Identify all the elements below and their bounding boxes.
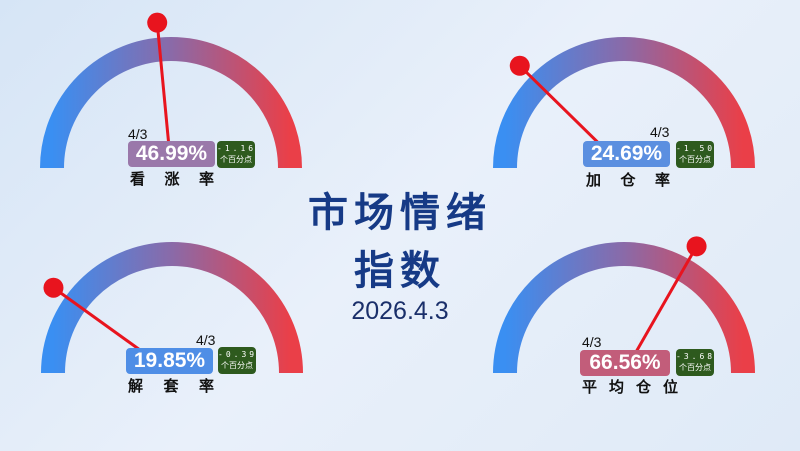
gauge-date: 4/3 [196, 332, 216, 348]
gauge-needle-tip [686, 236, 707, 257]
page-title-line2: 指数 [354, 248, 446, 294]
gauge-change: -1.50 个百分点 [676, 141, 714, 168]
gauge-change: -0.39 个百分点 [218, 347, 256, 374]
gauge-value: 19.85% [126, 348, 213, 374]
change-value: -0.39 [218, 350, 258, 359]
gauge-value: 24.69% [583, 141, 670, 167]
gauge-label: 看涨率 [130, 170, 214, 188]
change-value: -3.68 [676, 352, 716, 361]
gauge-arc [493, 242, 755, 374]
gauge-needle-tip [147, 12, 168, 33]
report-date: 2026.4.3 [351, 297, 449, 325]
change-unit: 个百分点 [221, 361, 253, 370]
change-unit: 个百分点 [679, 363, 711, 372]
gauge-needle [518, 64, 608, 153]
gauge-needle-tip [43, 277, 64, 298]
change-value: -1.50 [676, 144, 716, 153]
gauge-arc [493, 37, 755, 169]
gauge-date: 4/3 [582, 334, 602, 350]
gauge-value: 46.99% [128, 141, 215, 167]
gauge-arc [40, 37, 302, 169]
gauge-label: 解套率 [128, 377, 214, 395]
gauge-label: 平均仓位 [582, 378, 678, 396]
gauge-label: 加仓率 [586, 171, 670, 189]
gauge-date: 4/3 [128, 126, 148, 142]
page-title: 市场情绪 [308, 190, 492, 236]
change-unit: 个百分点 [220, 155, 252, 164]
gauge-date: 4/3 [650, 124, 670, 140]
gauge-change: -3.68 个百分点 [676, 349, 714, 376]
gauge-needle-tip [509, 55, 530, 76]
change-unit: 个百分点 [679, 155, 711, 164]
gauge-change: -1.16 个百分点 [217, 141, 255, 168]
change-value: -1.16 [217, 144, 257, 153]
gauge-needle [634, 245, 698, 353]
gauge-needle [155, 22, 171, 145]
gauge-arc [41, 242, 303, 374]
gauge-value: 66.56% [580, 350, 670, 376]
gauge-needle [52, 286, 154, 361]
